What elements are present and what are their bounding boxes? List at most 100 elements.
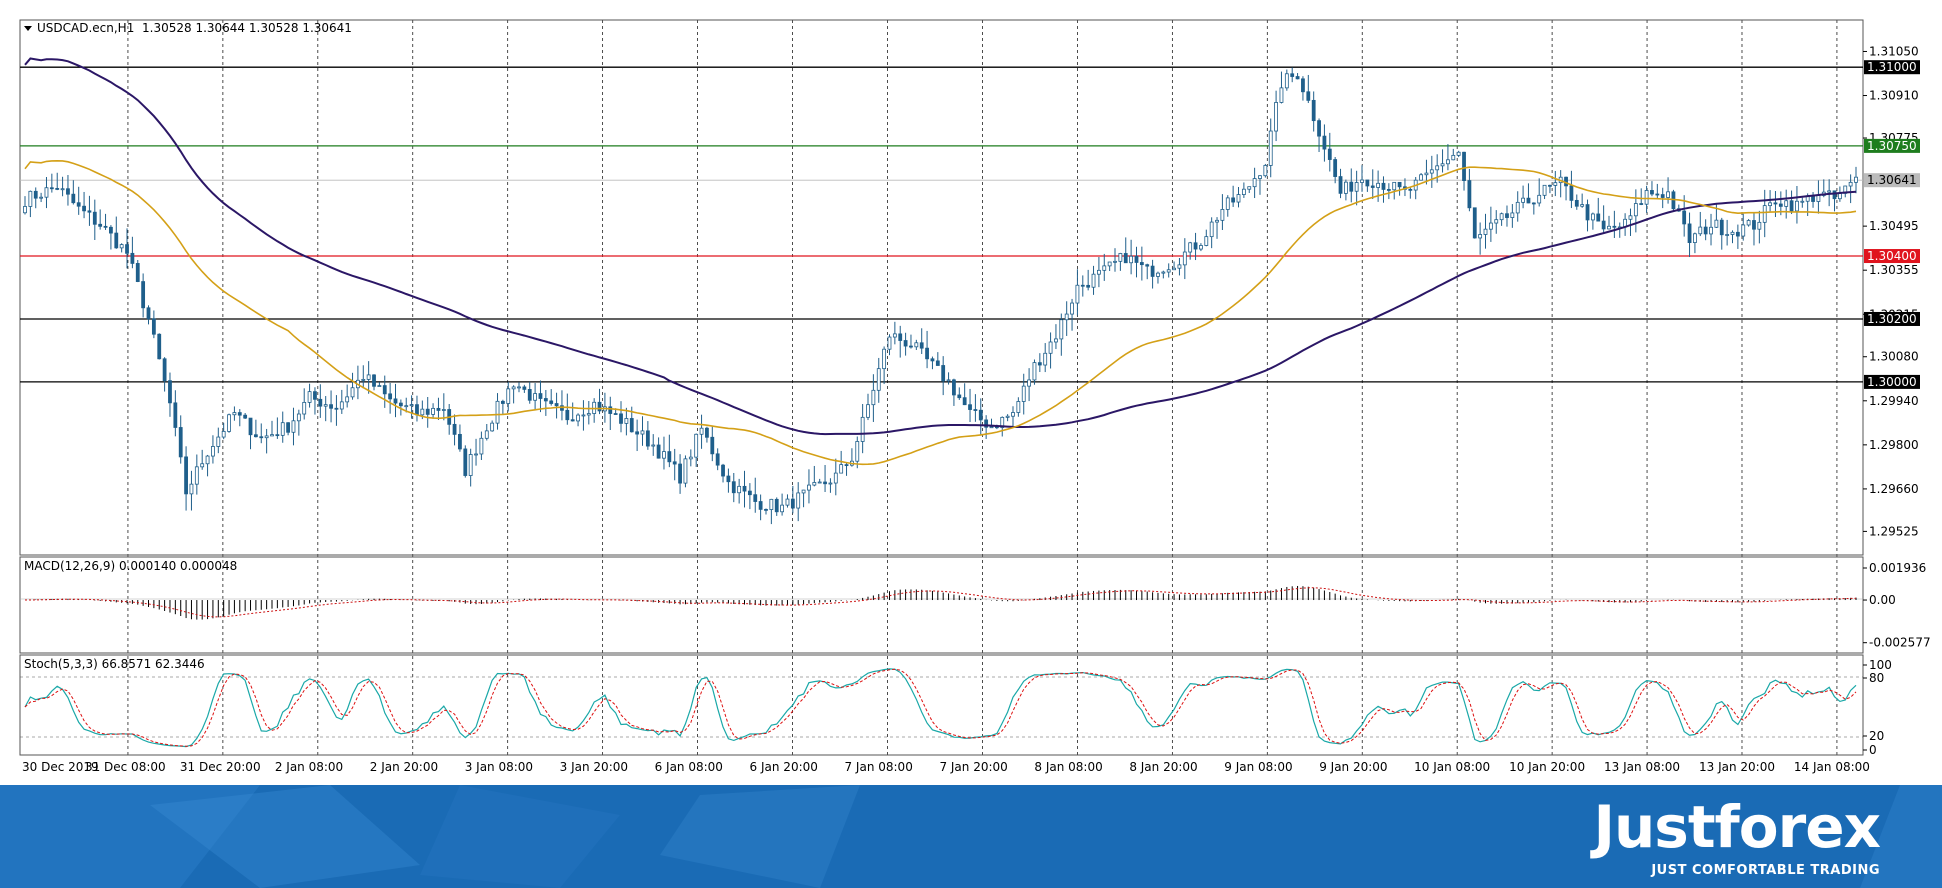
time-tick-label: 14 Jan 08:00 [1794, 760, 1870, 774]
stoch-signal-line [24, 668, 1857, 747]
candle-body [1837, 193, 1842, 200]
candle-body [608, 406, 613, 414]
candle-body [1429, 169, 1434, 174]
candle-body [221, 430, 226, 438]
candle-body [1064, 313, 1069, 321]
level-label-box [1864, 173, 1920, 188]
candle-body [640, 430, 645, 435]
candle-body [866, 404, 870, 418]
candle-body [1161, 271, 1166, 274]
candle-body [769, 498, 774, 510]
stoch-main-line [24, 668, 1857, 748]
level-label: 1.30000 [1867, 375, 1917, 389]
candle-body [538, 393, 543, 399]
macd-tick-label: 0.00 [1869, 593, 1896, 607]
stoch-tick-label: 80 [1869, 671, 1884, 685]
candle-body [55, 188, 60, 190]
candle-body [549, 400, 554, 404]
macd-panel-frame [19, 556, 1864, 654]
candle-body [1360, 179, 1364, 183]
candle-body [409, 404, 414, 407]
candle-body [1301, 78, 1305, 93]
candle-body [291, 420, 296, 433]
candle-body [1596, 213, 1601, 222]
candle-body [871, 389, 876, 406]
candle-body [1247, 186, 1252, 190]
dropdown-arrow-icon[interactable] [24, 26, 32, 31]
candle-body [141, 281, 146, 309]
candle-body [151, 318, 156, 335]
candle-body [1762, 205, 1767, 223]
candle-body [957, 394, 962, 399]
candle-body [318, 398, 323, 407]
candle-body [189, 483, 194, 495]
candle-body [1199, 245, 1203, 250]
candle-body [758, 501, 763, 510]
candle-body [1548, 184, 1552, 187]
candle-body [114, 232, 119, 249]
candle-body [39, 196, 44, 199]
candle-body [1000, 416, 1005, 428]
candle-body [645, 430, 650, 447]
candle-body [1005, 415, 1010, 418]
brand-logo: Justforex [1593, 793, 1881, 861]
candle-body [1306, 91, 1311, 101]
time-tick-label: 31 Dec 20:00 [180, 760, 261, 774]
candle-body [1021, 385, 1026, 402]
candle-body [1725, 234, 1730, 236]
candle-body [1542, 184, 1547, 196]
price-tick-label: 1.30355 [1869, 263, 1919, 277]
candle-body [1456, 151, 1461, 156]
price-tick-label: 1.30495 [1869, 219, 1919, 233]
time-tick-label: 9 Jan 20:00 [1319, 760, 1387, 774]
time-tick-label: 3 Jan 08:00 [465, 760, 533, 774]
candle-body [817, 481, 822, 484]
candle-body [1451, 154, 1456, 161]
time-tick-label: 30 Dec 2019 [22, 760, 99, 774]
candle-body [887, 336, 892, 350]
macd-signal-line [25, 587, 1857, 618]
candle-body [1800, 200, 1805, 203]
instrument-label: USDCAD.ecn,H1 [37, 21, 134, 35]
candle-body [1204, 236, 1209, 246]
candle-body [377, 385, 382, 387]
candle-body [903, 340, 908, 347]
candle-body [339, 401, 344, 410]
candle-body [919, 342, 924, 349]
candle-body [1827, 190, 1832, 193]
candle-body [1274, 102, 1278, 132]
candle-body [1435, 165, 1440, 171]
candle-body [404, 405, 409, 408]
candle-body [533, 393, 538, 401]
candle-body [613, 413, 618, 415]
candle-body [1746, 220, 1751, 226]
candle-body [1526, 197, 1531, 204]
grid-lines [127, 20, 1838, 755]
instrument-header: USDCAD.ecn,H1 1.30528 1.30644 1.30528 1.… [24, 21, 352, 35]
candle-body [726, 475, 731, 483]
candle-body [1531, 202, 1536, 205]
candle-body [1709, 226, 1713, 235]
candle-body [930, 358, 935, 362]
time-tick-label: 2 Jan 20:00 [370, 760, 438, 774]
candle-body [146, 307, 151, 320]
ohlc-label: 1.30528 1.30644 1.30528 1.30641 [142, 21, 352, 35]
time-tick-label: 8 Jan 08:00 [1034, 760, 1102, 774]
time-tick-label: 10 Jan 20:00 [1509, 760, 1585, 774]
candle-body [66, 188, 70, 195]
candle-body [1795, 200, 1799, 212]
candle-body [194, 466, 199, 485]
candle-body [1139, 262, 1144, 266]
candle-body [1698, 226, 1703, 235]
candle-body [82, 205, 86, 212]
candle-body [699, 427, 704, 435]
candle-body [855, 441, 860, 462]
candle-body [474, 453, 478, 456]
candle-body [1376, 182, 1381, 188]
candle-body [253, 434, 258, 438]
candle-body [678, 463, 682, 484]
candle-body [130, 252, 135, 264]
candle-body [420, 408, 425, 416]
candle-body [135, 263, 140, 282]
candle-body [1687, 223, 1692, 243]
